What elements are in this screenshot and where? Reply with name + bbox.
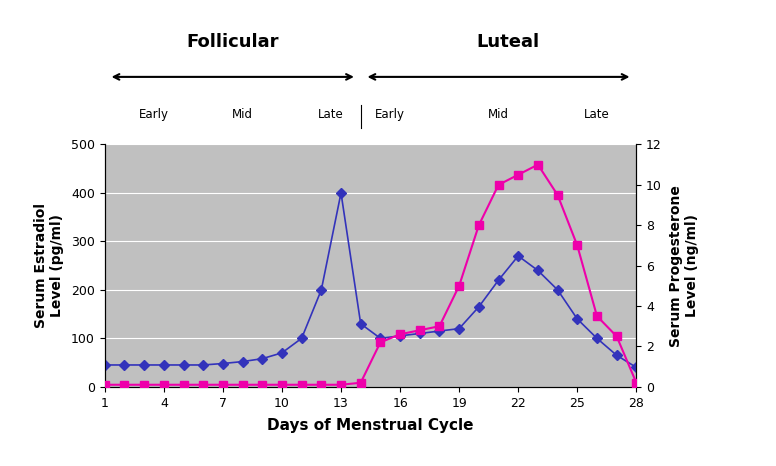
Text: Mid: Mid (232, 108, 253, 121)
X-axis label: Days of Menstrual Cycle: Days of Menstrual Cycle (267, 418, 474, 433)
Text: Late: Late (318, 108, 344, 121)
Text: Follicular: Follicular (186, 33, 279, 51)
Text: Mid: Mid (488, 108, 509, 121)
Text: Early: Early (376, 108, 405, 121)
Text: Late: Late (584, 108, 610, 121)
Y-axis label: Serum Progesterone
Level (ng/ml): Serum Progesterone Level (ng/ml) (669, 185, 699, 347)
Text: Luteal: Luteal (476, 33, 540, 51)
Text: Early: Early (139, 108, 169, 121)
Y-axis label: Serum Estradiol
Level (pg/ml): Serum Estradiol Level (pg/ml) (34, 203, 64, 328)
